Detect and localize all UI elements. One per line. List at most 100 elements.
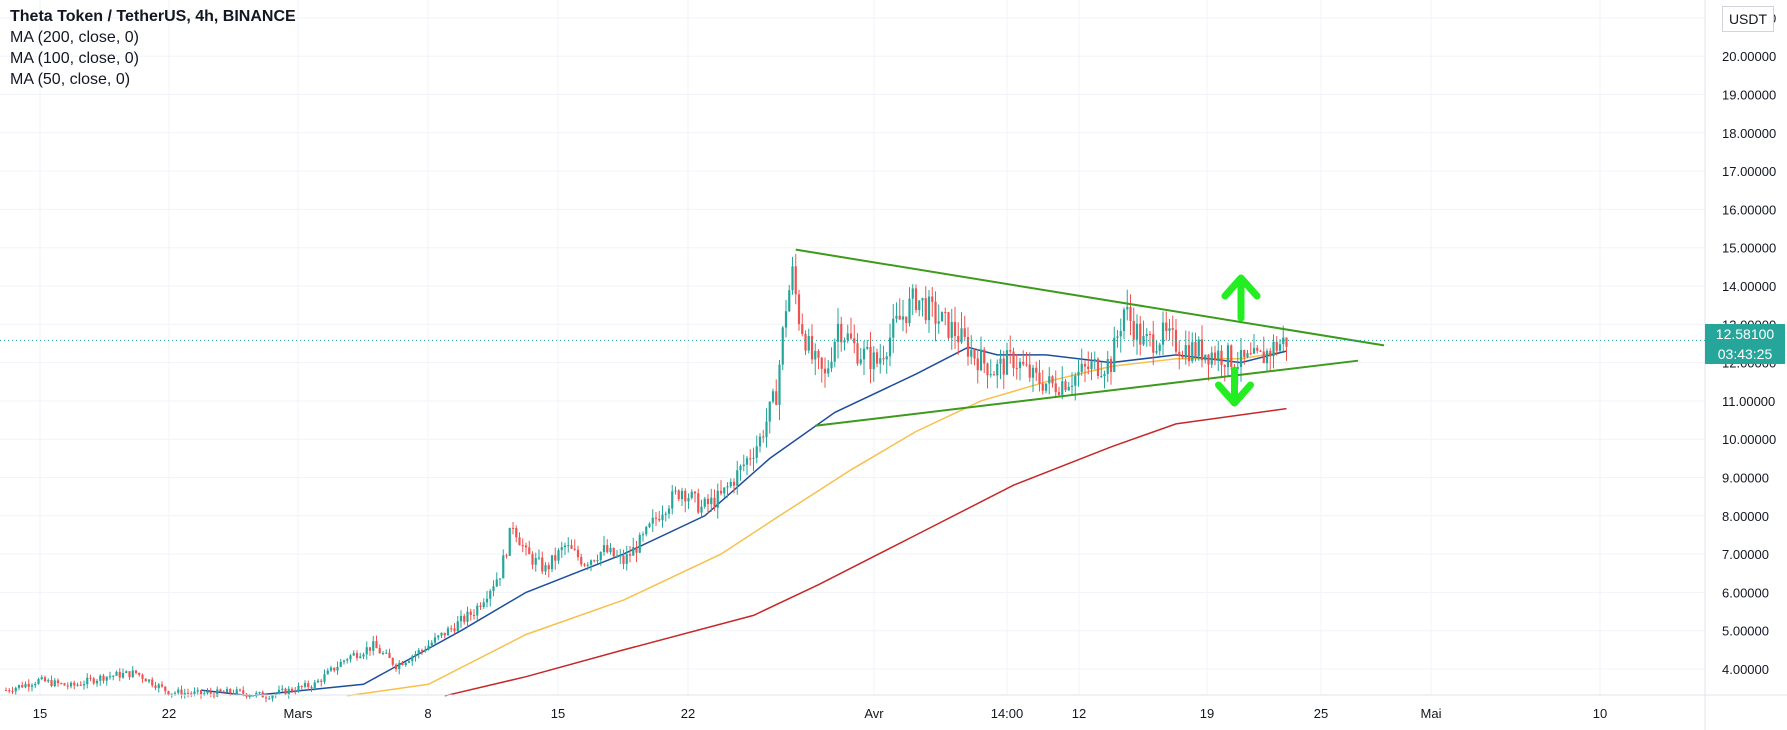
price-tick-label: 5.00000 <box>1722 624 1769 639</box>
candle <box>960 312 963 344</box>
candle-body <box>768 401 771 422</box>
candle-body <box>895 315 898 319</box>
candle-body <box>706 498 710 505</box>
candle-body <box>63 683 66 686</box>
time-tick-label: 19 <box>1200 706 1214 721</box>
candle-body <box>810 336 814 360</box>
candle <box>1243 349 1246 365</box>
candle-body <box>1106 359 1109 374</box>
candle-body <box>495 579 498 587</box>
candle <box>511 522 515 535</box>
candle-body <box>251 695 255 697</box>
candle-body <box>905 316 908 324</box>
lower-trendline <box>815 359 1359 427</box>
candle <box>866 339 869 350</box>
candle-body <box>853 338 856 344</box>
candle <box>531 551 534 570</box>
candle <box>407 659 411 664</box>
candle-body <box>1171 328 1174 330</box>
candle-body <box>547 565 550 570</box>
candle-body <box>437 635 440 638</box>
candle <box>550 555 554 573</box>
candle <box>450 625 453 633</box>
candle <box>567 537 570 553</box>
candle-body <box>141 674 144 679</box>
candle-body <box>222 691 225 693</box>
candle <box>784 300 788 338</box>
candle-body <box>1022 361 1025 365</box>
candle-body <box>856 343 859 364</box>
candle-body <box>469 611 472 615</box>
indicator-ma200-label[interactable]: MA (200, close, 0) <box>10 29 139 46</box>
candle-body <box>921 298 924 301</box>
candle-body <box>791 266 794 291</box>
candle-body <box>703 498 706 507</box>
candle <box>323 669 326 685</box>
candle <box>1265 348 1269 372</box>
candle <box>586 562 589 570</box>
candle <box>1252 334 1256 354</box>
candle-body <box>505 555 508 557</box>
candle-body <box>544 565 547 572</box>
price-tick-label: 4.00000 <box>1722 662 1769 677</box>
candle <box>79 681 82 687</box>
candle <box>492 580 495 597</box>
candle <box>472 609 476 620</box>
candle-body <box>1161 322 1165 345</box>
candle-body <box>989 374 992 376</box>
candle <box>1168 318 1171 341</box>
candle <box>749 449 752 466</box>
symbol-title[interactable]: Theta Token / TetherUS, 4h, BINANCE <box>10 8 296 25</box>
candle <box>414 651 417 662</box>
candle <box>677 489 680 502</box>
candle-body <box>235 689 238 694</box>
candle <box>258 691 261 695</box>
indicator-ma50-label[interactable]: MA (50, close, 0) <box>10 71 131 88</box>
candle-body <box>983 349 986 364</box>
candle <box>245 692 248 699</box>
candle-body <box>716 490 719 508</box>
candle-body <box>144 678 147 682</box>
candle <box>1220 344 1223 377</box>
candle <box>1005 342 1009 375</box>
candle-body <box>1041 383 1044 391</box>
candle-body <box>589 560 593 565</box>
candle-body <box>417 650 420 655</box>
candle <box>180 685 183 699</box>
candle <box>1080 348 1083 376</box>
candle-body <box>836 323 840 342</box>
candle-body <box>43 677 47 682</box>
candle <box>372 635 375 656</box>
candle <box>1246 350 1249 359</box>
candle <box>1249 342 1252 356</box>
candle-body <box>1285 337 1288 347</box>
price-tick-label: 15.00000 <box>1722 241 1776 256</box>
currency-unit-button[interactable]: USDT <box>1722 6 1774 32</box>
candle-body <box>352 653 355 656</box>
candle-body <box>108 676 112 678</box>
candle-body <box>593 560 596 562</box>
candle <box>1077 359 1080 387</box>
candle-body <box>479 605 482 608</box>
candle <box>222 690 225 693</box>
candle-body <box>170 693 173 696</box>
candle-body <box>1100 375 1103 377</box>
candle-body <box>1269 350 1272 357</box>
candle-body <box>290 688 294 692</box>
candle-body <box>840 323 843 343</box>
candle-body <box>394 664 398 670</box>
candle-body <box>518 537 521 546</box>
candle <box>82 680 86 690</box>
time-axis[interactable]: 15 22 Mars 8 15 22 Avr 14:00 12 19 25 Mai 10 <box>0 694 1787 721</box>
candle-body <box>1204 354 1207 361</box>
candle <box>700 499 703 518</box>
candle <box>1142 320 1145 346</box>
candle <box>921 297 924 317</box>
candle <box>1087 351 1090 375</box>
candle <box>76 682 79 687</box>
candle-body <box>294 691 297 693</box>
candle <box>359 652 362 659</box>
candle <box>654 511 658 527</box>
indicator-ma100-label[interactable]: MA (100, close, 0) <box>10 50 139 67</box>
